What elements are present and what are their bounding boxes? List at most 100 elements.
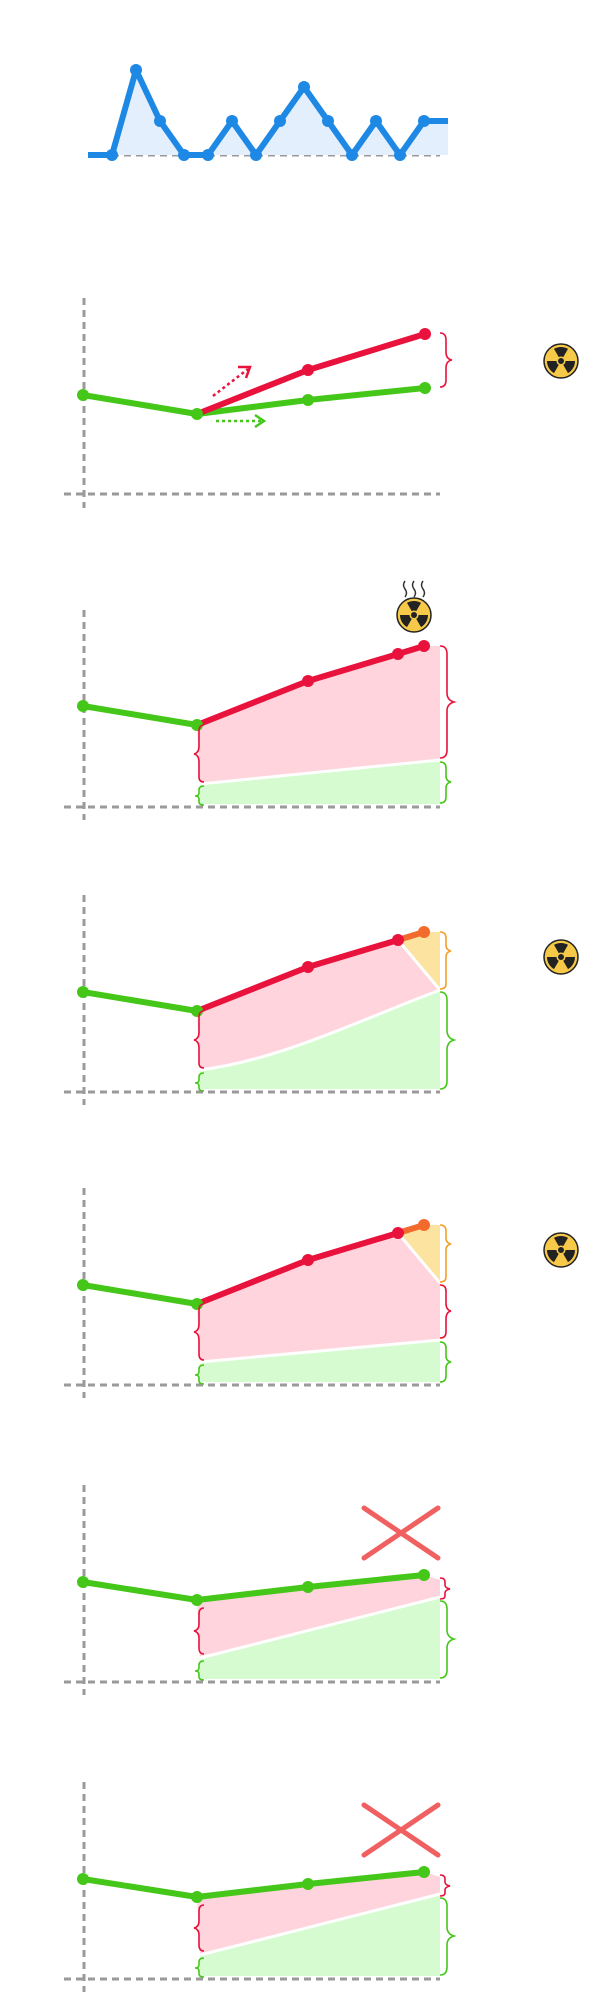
data-point: [77, 1279, 89, 1291]
red-dotted-arrow-icon: [212, 365, 252, 397]
crossed-panel-2: [64, 1782, 457, 1992]
sparkline-point: [154, 115, 166, 127]
heated-gap-panel: [64, 580, 457, 820]
radiation-icon: [396, 597, 432, 633]
data-point: [418, 1219, 430, 1231]
green-series-line: [80, 989, 200, 1014]
red-series-line: [194, 643, 427, 728]
separator-line: [199, 1338, 441, 1364]
gap-brace: [439, 332, 453, 388]
data-point: [418, 926, 430, 938]
left-red-brace: [193, 1607, 205, 1655]
sparkline-point: [130, 64, 142, 76]
sparkline-point: [394, 149, 406, 161]
left-red-brace: [193, 1904, 205, 1952]
separator-line: [199, 1595, 441, 1660]
green-area: [200, 760, 440, 804]
data-point: [302, 1581, 314, 1593]
yellow-brace: [439, 1224, 452, 1283]
data-point: [418, 1569, 430, 1581]
left-green-brace: [194, 785, 205, 806]
red-brace: [439, 1874, 451, 1897]
green-series-line: [80, 1572, 427, 1603]
data-point: [77, 1873, 89, 1885]
data-point: [302, 1254, 314, 1266]
crossed-panel: [64, 1485, 457, 1695]
data-point: [302, 394, 314, 406]
data-point: [302, 961, 314, 973]
green-brace: [439, 991, 457, 1090]
cross-icon: [361, 1802, 441, 1858]
left-red-brace: [193, 724, 205, 783]
green-brace: [439, 1600, 457, 1679]
radiation-icon: [543, 343, 579, 379]
left-green-brace: [194, 1660, 205, 1681]
separator-line: [396, 1232, 442, 1284]
data-point: [191, 1891, 203, 1903]
data-point: [302, 364, 314, 376]
data-point: [77, 700, 89, 712]
heat-waves-icon: [402, 580, 426, 598]
divergence-panel: [64, 298, 579, 508]
data-point: [418, 640, 430, 652]
data-point: [77, 389, 89, 401]
sparkline-point: [346, 149, 358, 161]
sparkline-point: [250, 149, 262, 161]
data-point: [302, 675, 314, 687]
data-point: [77, 986, 89, 998]
green-series-line: [80, 1869, 427, 1900]
data-point: [392, 934, 404, 946]
three-layer-curved-panel: [64, 895, 579, 1105]
sparkline-point: [106, 149, 118, 161]
sparkline-point: [202, 149, 214, 161]
sparkline-point: [322, 115, 334, 127]
sparkline-line: [88, 67, 448, 158]
red-brace: [439, 645, 457, 759]
data-point: [302, 1878, 314, 1890]
green-series-line: [80, 703, 200, 728]
sparkline-point: [298, 81, 310, 93]
data-point: [191, 1594, 203, 1606]
green-brace: [439, 1341, 452, 1383]
sparkline-chart: [88, 64, 448, 161]
pink-area: [197, 940, 440, 1070]
left-red-brace: [193, 1010, 205, 1069]
sparkline-point: [418, 115, 430, 127]
data-point: [419, 382, 431, 394]
separator-line: [396, 939, 442, 991]
radiation-icon: [543, 1232, 579, 1268]
radiation-icon: [543, 939, 579, 975]
sparkline-point: [178, 149, 190, 161]
separator-line: [199, 1892, 441, 1957]
sparkline-point: [274, 115, 286, 127]
sparkline-point: [370, 115, 382, 127]
green-series-line: [80, 1282, 200, 1307]
separator-line: [199, 758, 441, 786]
data-point: [418, 1866, 430, 1878]
green-series-line: [80, 385, 428, 417]
data-point: [419, 328, 431, 340]
left-green-brace: [194, 1364, 205, 1385]
yellow-brace: [439, 931, 452, 990]
separator-curve: [199, 988, 441, 1072]
data-point: [191, 408, 203, 420]
sparkline-panel: [88, 64, 448, 161]
red-brace: [439, 1577, 451, 1600]
green-area: [200, 1597, 440, 1679]
left-green-brace: [194, 1072, 205, 1092]
green-dotted-arrow-icon: [216, 413, 267, 429]
left-green-brace: [194, 1957, 205, 1978]
cross-icon: [361, 1505, 441, 1561]
pink-area: [197, 646, 440, 784]
green-brace: [439, 1897, 457, 1976]
green-area: [200, 1340, 440, 1382]
red-brace: [439, 1284, 452, 1339]
data-point: [392, 648, 404, 660]
data-point: [77, 1576, 89, 1588]
green-area: [200, 1894, 440, 1976]
sparkline-point: [226, 115, 238, 127]
three-layer-straight-panel: [64, 1188, 579, 1398]
pink-area: [197, 1233, 440, 1362]
green-brace: [439, 761, 452, 804]
